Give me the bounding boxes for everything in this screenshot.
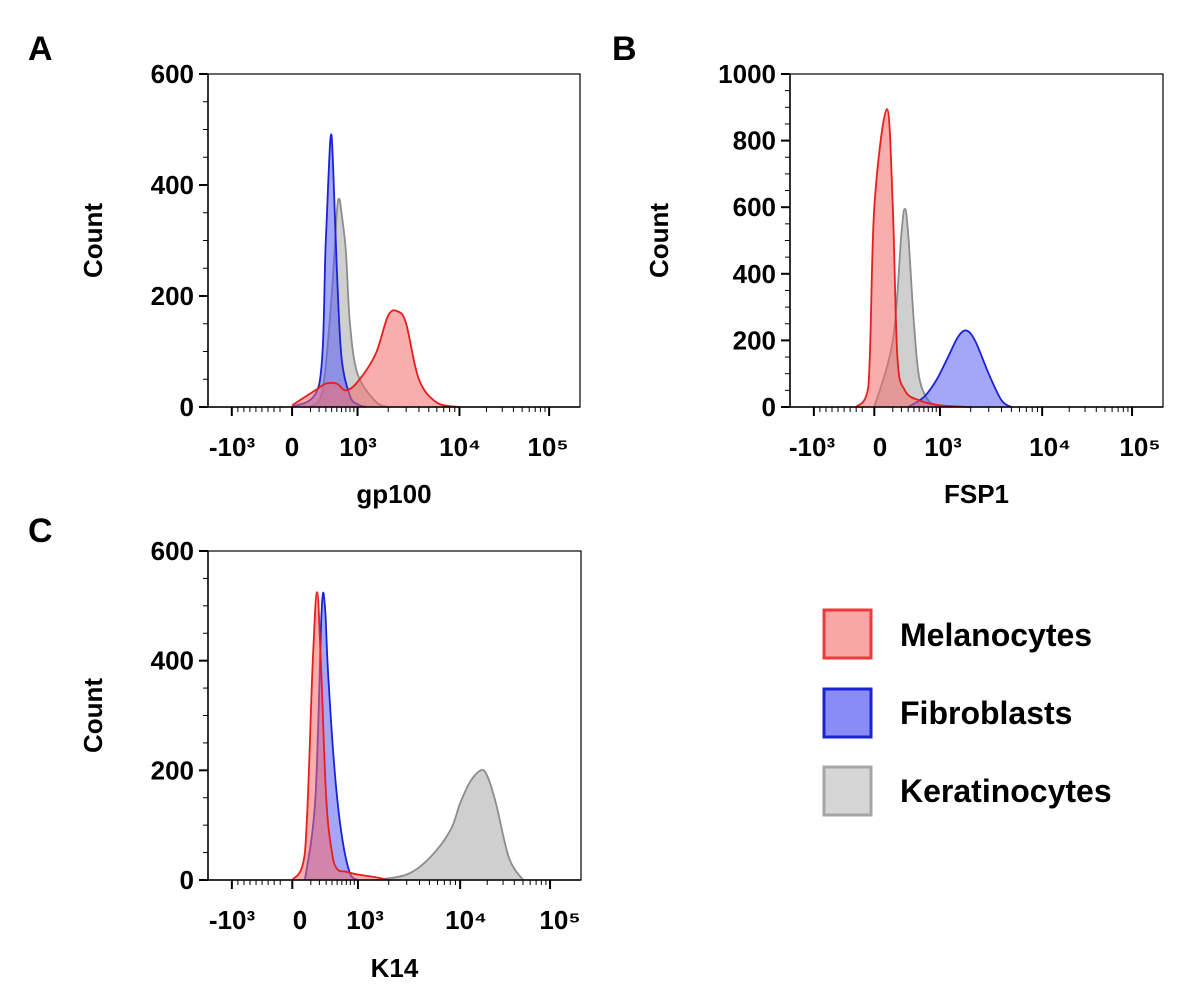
y-tick-label: 0: [180, 392, 194, 422]
panel-c: C 0 200 400 600 -10³ 0 10³ 10⁴ 10⁵ K14 Count: [28, 512, 582, 983]
x-axis: -10³ 0 10³ 10⁴ 10⁵: [208, 879, 581, 935]
area-fibroblasts: [292, 134, 366, 408]
panel-b: B 0 200 400 600 800 1000 -10³ 0 10³ 10⁴ 10⁵ FSP1 Cou…: [612, 30, 1164, 509]
line-melanocytes: [291, 591, 389, 881]
panel-letter-b: B: [612, 30, 637, 68]
area-melanocytes: [856, 109, 971, 407]
area-fibroblasts: [908, 330, 1012, 407]
x-axis: -10³ 0 10³ 10⁴ 10⁵: [208, 406, 580, 462]
x-tick-label: 0: [293, 905, 307, 935]
y-tick-label: 200: [151, 281, 194, 311]
y-tick-label: 800: [733, 126, 776, 156]
x-tick-label: 10⁵: [539, 905, 580, 935]
y-axis: 0 200 400 600: [151, 536, 209, 895]
y-axis: 0 200 400 600 800 1000: [718, 59, 791, 422]
area-keratinocytes: [375, 769, 523, 880]
x-tick-label: 0: [285, 432, 299, 462]
x-tick-label: 10³: [339, 432, 377, 462]
y-tick-label: 200: [151, 755, 194, 785]
x-axis: -10³ 0 10³ 10⁴ 10⁵: [789, 406, 1163, 462]
legend-label-fibroblasts: Fibroblasts: [900, 695, 1072, 731]
series-areas: [855, 108, 1012, 408]
legend-label-melanocytes: Melanocytes: [900, 617, 1092, 653]
y-axis-title: Count: [78, 203, 108, 278]
panel-letter-a: A: [28, 30, 53, 68]
x-axis-title: gp100: [356, 479, 431, 509]
y-tick-label: 400: [733, 259, 776, 289]
series-areas: [291, 591, 524, 881]
y-axis-title: Count: [78, 678, 108, 753]
line-melanocytes: [855, 108, 971, 408]
x-tick-label: -10³: [789, 432, 836, 462]
y-tick-label: 600: [733, 192, 776, 222]
x-tick-label: 10⁴: [445, 905, 487, 935]
y-axis-title: Count: [644, 203, 674, 278]
area-melanocytes: [292, 592, 389, 880]
y-tick-label: 400: [151, 170, 194, 200]
legend-swatch-keratinocytes: [822, 765, 873, 817]
plot-frame: [207, 550, 582, 881]
y-tick-label: 1000: [718, 59, 776, 89]
x-tick-label: -10³: [209, 432, 256, 462]
x-tick-label: 10⁴: [439, 432, 481, 462]
y-tick-label: 0: [762, 392, 776, 422]
x-axis-title: K14: [371, 953, 419, 983]
x-tick-label: 10³: [346, 905, 384, 935]
legend-swatch-melanocytes: [822, 608, 873, 660]
panel-a: A 0 200 400 600 -10³ 0 10³ 10⁴ 10⁵ gp100 Count: [28, 30, 581, 509]
line-melanocytes: [291, 309, 460, 408]
y-tick-label: 200: [733, 325, 776, 355]
legend-swatch-fibroblasts: [822, 687, 873, 739]
line-keratinocytes: [375, 769, 524, 881]
x-tick-label: 0: [873, 432, 887, 462]
y-tick-label: 0: [180, 865, 194, 895]
series-areas: [291, 133, 460, 408]
x-tick-label: 10⁵: [527, 432, 568, 462]
line-fibroblasts: [907, 329, 1012, 408]
x-tick-label: 10⁴: [1029, 432, 1071, 462]
legend: Melanocytes Fibroblasts Keratinocytes: [822, 608, 1112, 817]
y-axis: 0 200 400 600: [151, 59, 209, 422]
x-axis-title: FSP1: [944, 479, 1009, 509]
y-tick-label: 600: [151, 536, 194, 566]
panel-letter-c: C: [28, 512, 53, 550]
x-tick-label: 10³: [924, 432, 962, 462]
x-tick-label: 10⁵: [1119, 432, 1160, 462]
y-tick-label: 400: [151, 646, 194, 676]
y-tick-label: 600: [151, 59, 194, 89]
x-tick-label: -10³: [209, 905, 256, 935]
area-melanocytes: [292, 310, 460, 407]
legend-label-keratinocytes: Keratinocytes: [900, 773, 1112, 809]
